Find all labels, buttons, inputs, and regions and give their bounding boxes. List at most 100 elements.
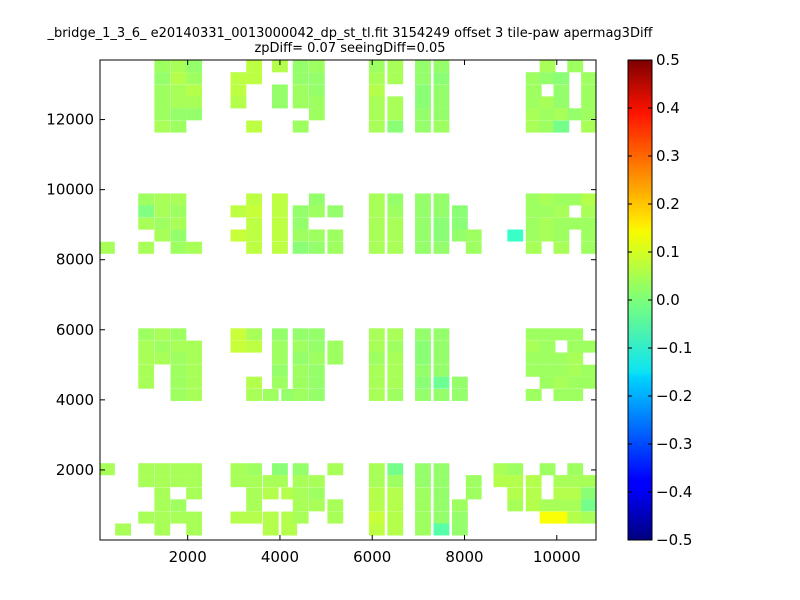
heatmap-cell bbox=[507, 463, 524, 476]
heatmap-cell bbox=[292, 72, 309, 85]
heatmap-cell bbox=[246, 120, 263, 133]
heatmap-cell bbox=[567, 511, 584, 524]
heatmap-cell bbox=[262, 487, 279, 500]
heatmap-cell bbox=[170, 60, 187, 73]
heatmap-cell bbox=[186, 388, 203, 401]
heatmap-cell bbox=[327, 229, 344, 242]
heatmap-cell bbox=[581, 108, 596, 121]
heatmap-cell bbox=[272, 205, 288, 218]
heatmap-cell bbox=[553, 376, 570, 389]
heatmap-cell bbox=[308, 340, 325, 353]
heatmap-cell bbox=[138, 364, 155, 377]
heatmap-cell bbox=[387, 205, 404, 218]
heatmap-cell bbox=[138, 376, 155, 389]
y-tick-label: 10000 bbox=[46, 181, 94, 199]
heatmap-cell bbox=[539, 328, 556, 341]
heatmap-cell bbox=[525, 120, 542, 133]
heatmap-cell bbox=[170, 84, 187, 97]
heatmap-cell bbox=[246, 217, 263, 230]
heatmap-cell bbox=[308, 108, 325, 121]
heatmap-cell bbox=[525, 499, 542, 512]
heatmap-cell bbox=[170, 340, 187, 353]
heatmap-cell bbox=[272, 340, 288, 353]
heatmap-cell bbox=[451, 388, 468, 401]
heatmap-cell bbox=[154, 463, 171, 476]
heatmap-cell bbox=[170, 376, 187, 389]
heatmap-cell bbox=[387, 328, 404, 341]
heatmap-cell bbox=[368, 328, 385, 341]
heatmap-cell bbox=[553, 229, 570, 242]
heatmap-cell bbox=[415, 463, 431, 476]
heatmap-cell bbox=[138, 205, 155, 218]
heatmap-cell bbox=[308, 328, 325, 341]
heatmap-cell bbox=[567, 364, 584, 377]
heatmap-cell bbox=[292, 340, 309, 353]
heatmap-cell bbox=[553, 205, 570, 218]
heatmap-cell bbox=[154, 487, 171, 500]
heatmap-cell bbox=[539, 60, 556, 73]
heatmap-cell bbox=[246, 376, 263, 389]
heatmap-cell bbox=[327, 205, 344, 218]
heatmap-cell bbox=[433, 523, 450, 536]
heatmap-cell bbox=[262, 511, 279, 524]
heatmap-cell bbox=[292, 511, 309, 524]
heatmap-cell bbox=[308, 72, 325, 85]
heatmap-cell bbox=[230, 340, 247, 353]
heatmap-cell bbox=[308, 376, 325, 389]
chart-subtitle: zpDiff= 0.07 seeingDiff=0.05 bbox=[254, 41, 446, 56]
y-axis: 2000 4000 6000 8000 10000 12000 bbox=[46, 111, 596, 479]
heatmap-cell bbox=[272, 364, 288, 377]
heatmap-cell bbox=[433, 217, 450, 230]
heatmap-cell bbox=[154, 328, 171, 341]
heatmap-cell bbox=[186, 487, 203, 500]
heatmap-cell bbox=[272, 328, 288, 341]
heatmap-cell bbox=[170, 511, 187, 524]
heatmap-cell bbox=[415, 511, 431, 524]
heatmap-cell bbox=[246, 475, 263, 488]
heatmap-cell bbox=[138, 463, 155, 476]
heatmap-cell bbox=[553, 352, 570, 365]
heatmap-cell bbox=[262, 388, 279, 401]
heatmap-cell bbox=[567, 475, 584, 488]
heatmap-cell bbox=[451, 511, 468, 524]
heatmap-cell bbox=[525, 364, 542, 377]
heatmap-cell bbox=[553, 120, 570, 133]
heatmap-cell bbox=[433, 499, 450, 512]
heatmap-cell bbox=[433, 388, 450, 401]
heatmap-cell bbox=[272, 217, 288, 230]
heatmap-cell bbox=[292, 376, 309, 389]
heatmap-cell bbox=[525, 193, 542, 206]
heatmap-cell bbox=[507, 229, 524, 242]
heatmap-cell bbox=[368, 120, 385, 133]
heatmap-cell bbox=[246, 60, 263, 73]
heatmap-cells bbox=[100, 60, 596, 536]
heatmap-cell bbox=[553, 241, 570, 254]
heatmap-cell bbox=[138, 193, 155, 206]
heatmap-cell bbox=[387, 340, 404, 353]
heatmap-cell bbox=[292, 241, 309, 254]
heatmap-cell bbox=[525, 328, 542, 341]
heatmap-cell bbox=[581, 499, 596, 512]
heatmap-cell bbox=[368, 376, 385, 389]
heatmap-cell bbox=[567, 376, 584, 389]
heatmap-cell bbox=[415, 340, 431, 353]
heatmap-cell bbox=[170, 475, 187, 488]
heatmap-cell bbox=[567, 487, 584, 500]
heatmap-cell bbox=[387, 364, 404, 377]
heatmap-cell bbox=[525, 229, 542, 242]
heatmap-cell bbox=[154, 523, 171, 536]
heatmap-cell bbox=[154, 352, 171, 365]
heatmap-cell bbox=[525, 241, 542, 254]
heatmap-cell bbox=[387, 193, 404, 206]
heatmap-cell bbox=[246, 328, 263, 341]
heatmap-cell bbox=[433, 60, 450, 73]
heatmap-cell bbox=[138, 217, 155, 230]
heatmap-cell bbox=[553, 72, 570, 85]
heatmap-cell bbox=[387, 523, 404, 536]
heatmap-cell bbox=[170, 120, 187, 133]
heatmap-cell bbox=[170, 463, 187, 476]
heatmap-cell bbox=[230, 511, 247, 524]
heatmap-cell bbox=[368, 352, 385, 365]
heatmap-cell bbox=[451, 217, 468, 230]
heatmap-cell bbox=[327, 463, 344, 476]
